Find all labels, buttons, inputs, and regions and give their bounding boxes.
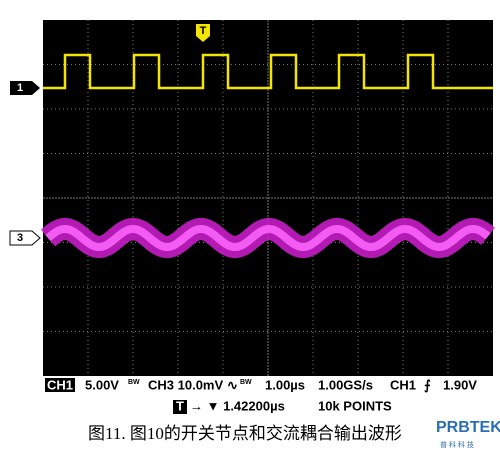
ch3-marker: 3	[17, 232, 23, 244]
status-bw: BW	[128, 379, 140, 386]
status-trigger-slope: ⨍	[424, 377, 431, 393]
trigger-badge	[173, 400, 187, 414]
status-trigger-source: CH1	[390, 377, 416, 392]
waveforms	[40, 53, 495, 258]
ch1-marker-shape	[10, 81, 40, 95]
ch3-marker-shape	[9, 230, 41, 246]
status-ch1: CH1	[47, 377, 73, 392]
status-ch3-scale: CH3 10.0mV	[148, 377, 223, 392]
ch3-sine-wave	[45, 225, 491, 251]
logo: PRBTEK	[436, 419, 500, 436]
ch1-badge	[45, 378, 75, 392]
status-bw: BW	[240, 379, 252, 386]
ch1-square-wave	[43, 53, 493, 90]
caption: 图11. 图10的开关节点和交流耦合输出波形	[88, 424, 402, 443]
status-ac-coupling: ∿	[227, 377, 238, 392]
status-record-length: 10k POINTS	[318, 398, 392, 413]
status-trigger-level: 1.90V	[443, 377, 477, 392]
status-trigger-icon: T	[176, 398, 184, 413]
trigger-marker: T	[200, 25, 207, 37]
status-trigger-position: → ▼ 1.42200µs	[190, 398, 285, 413]
logo-sub: 普 科 科 技	[440, 440, 474, 449]
status-sample-rate: 1.00GS/s	[318, 377, 373, 392]
trigger-marker-shape	[196, 24, 210, 42]
ch1-marker: 1	[17, 82, 23, 94]
status-ch1-scale: 5.00V	[85, 377, 119, 392]
grid	[43, 20, 493, 376]
status-timebase: 1.00µs	[265, 377, 305, 392]
